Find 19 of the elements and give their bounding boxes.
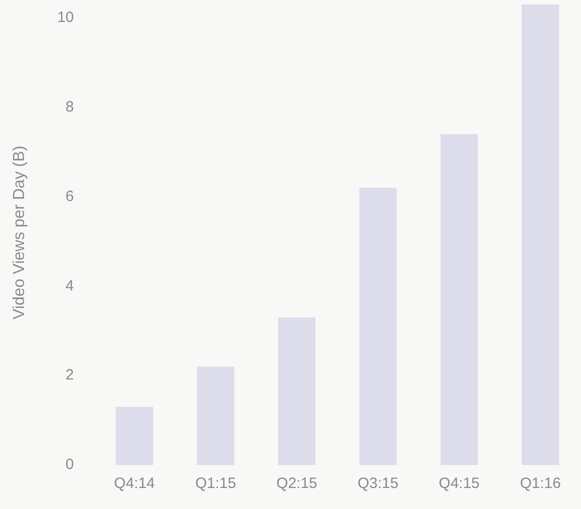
x-tick-label: Q4:15: [438, 475, 480, 492]
x-tick-label: Q3:15: [358, 475, 398, 492]
y-tick-label: 2: [66, 366, 74, 384]
bar: [196, 366, 234, 465]
bar: [522, 4, 560, 465]
y-tick-label: 8: [66, 98, 74, 116]
x-tick-label: Q2:15: [276, 475, 318, 492]
y-axis-title: Video Views per Day (B): [11, 146, 28, 320]
bar: [440, 134, 478, 465]
bar: [116, 406, 154, 465]
x-tick-label: Q1:15: [195, 475, 236, 492]
bar: [359, 188, 397, 465]
y-tick-label: 6: [66, 188, 74, 205]
x-tick-label: Q4:14: [114, 475, 155, 492]
bar: [278, 317, 316, 465]
y-tick-label: 10: [57, 9, 74, 26]
x-tick-label: Q1:16: [520, 475, 561, 492]
y-tick-label: 0: [66, 456, 74, 474]
y-tick-label: 4: [66, 277, 74, 294]
